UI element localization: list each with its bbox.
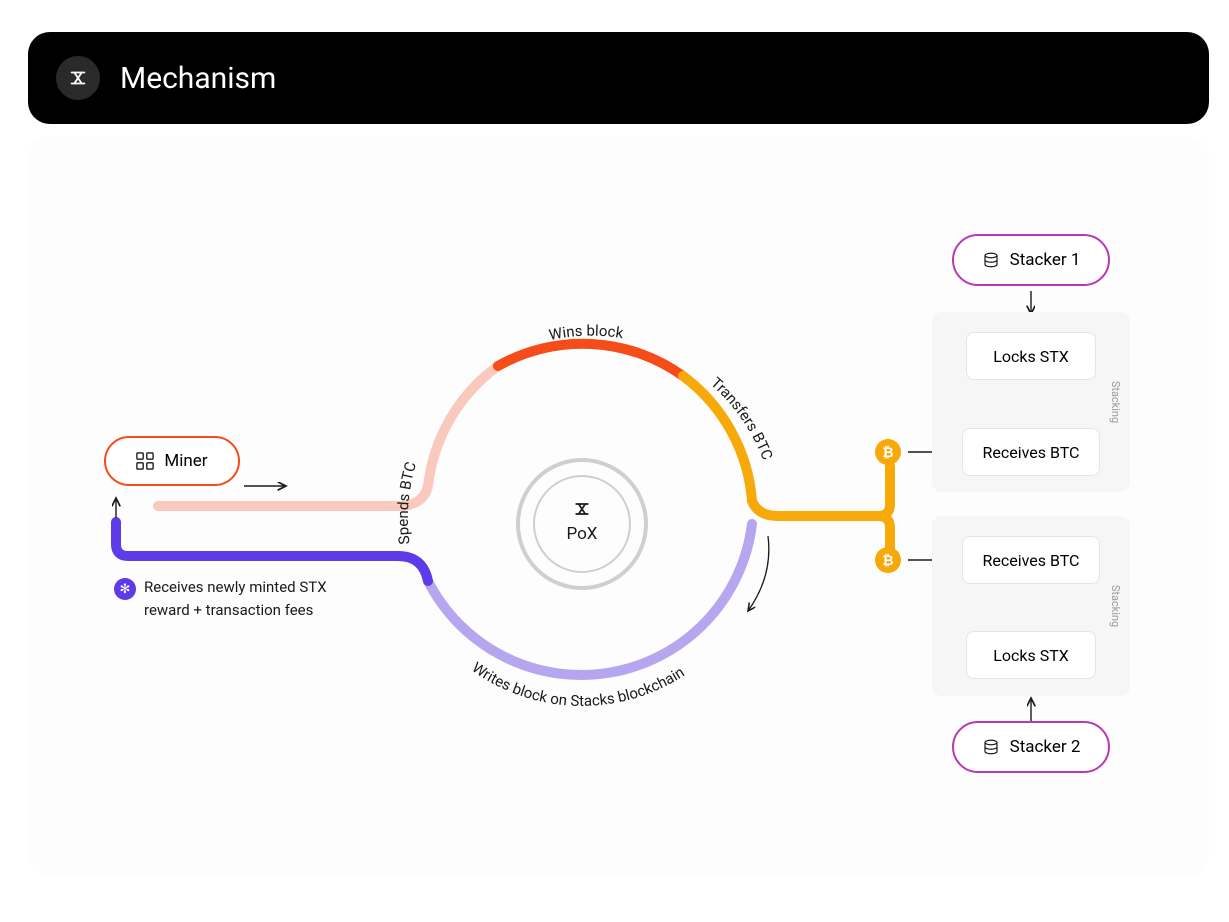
header-bar: Mechanism — [28, 32, 1209, 124]
stacker2-node: Stacker 2 — [952, 721, 1110, 773]
miner-node: Miner — [104, 436, 240, 486]
miner-label: Miner — [164, 451, 207, 471]
receives-btc-2: Receives BTC — [962, 536, 1100, 584]
diagram-canvas: Spends BTC Wins block Transfers BTC Writ… — [28, 136, 1209, 876]
stacks-icon — [571, 499, 593, 519]
btc-coin-icon-1: ₿ — [875, 439, 901, 465]
receives-btc-1: Receives BTC — [962, 428, 1100, 476]
btc-coin-icon-2: ₿ — [875, 547, 901, 573]
reward-text: Receives newly minted STX reward + trans… — [144, 576, 394, 621]
stacks-logo-icon — [56, 56, 100, 100]
path-transfers-btc-up — [683, 376, 890, 516]
stacking-label-2: Stacking — [1109, 585, 1122, 627]
stx-coin-icon: ✻ — [114, 578, 136, 600]
locks-stx-1: Locks STX — [966, 332, 1096, 380]
database-icon — [982, 251, 1000, 269]
stacker1-node: Stacker 1 — [952, 234, 1110, 286]
grid-icon — [136, 452, 154, 470]
database-icon — [982, 738, 1000, 756]
arc-wins-block — [498, 344, 683, 376]
pox-center: PoX — [562, 499, 602, 544]
stacker1-label: Stacker 1 — [1010, 250, 1081, 270]
path-stx-reward — [116, 522, 428, 581]
locks-stx-2: Locks STX — [966, 631, 1096, 679]
stacking-label-1: Stacking — [1109, 381, 1122, 423]
label-writes-block: Writes block on Stacks blockchain — [469, 658, 688, 710]
page-title: Mechanism — [120, 61, 276, 96]
arc-writes-block — [428, 524, 752, 675]
stacker2-label: Stacker 2 — [1010, 737, 1081, 757]
